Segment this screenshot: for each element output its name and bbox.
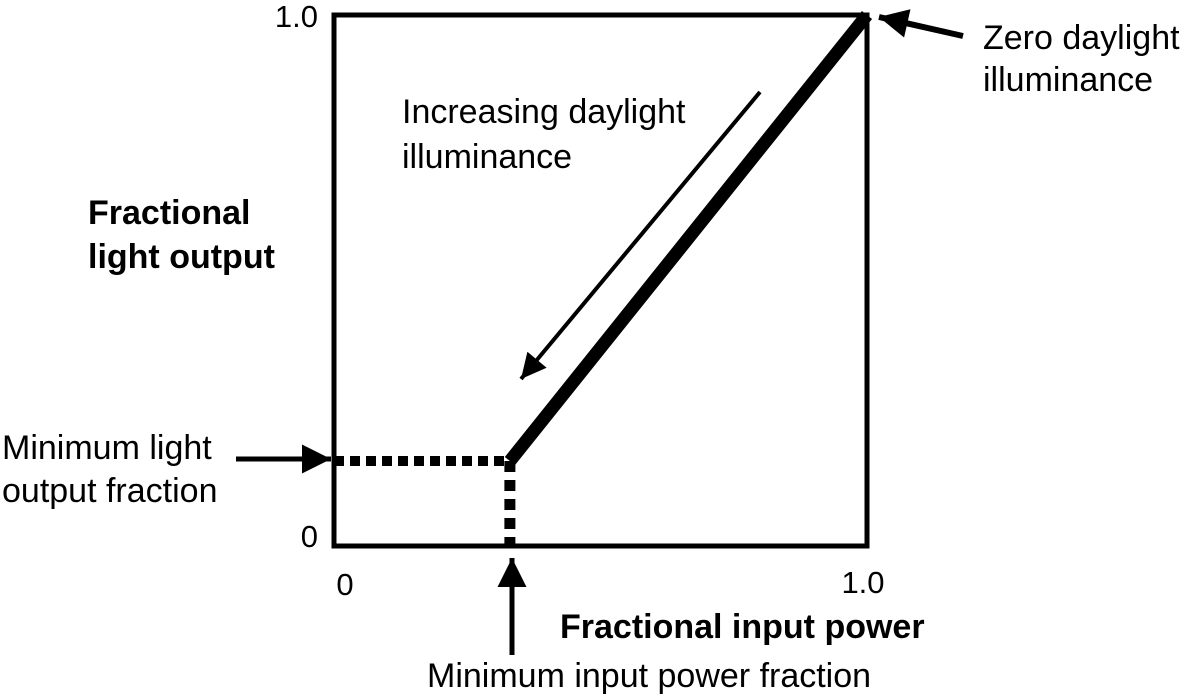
- annotation-increasing-line2: illuminance: [402, 138, 573, 176]
- plot-box: [331, 12, 870, 549]
- annotation-increasing-daylight: Increasing daylight illuminance: [402, 90, 686, 180]
- annotation-increasing-line1: Increasing daylight: [402, 93, 686, 131]
- y-axis-title: Fractional light output: [88, 191, 275, 279]
- annotation-min-light-line1: Minimum light: [2, 429, 212, 467]
- x-tick-1.0: 1.0: [841, 565, 885, 600]
- annotation-min-input-power: Minimum input power fraction: [427, 657, 872, 695]
- annotation-min-light-output: Minimum light output fraction: [2, 427, 217, 513]
- dimming-response-line: [504, 10, 873, 466]
- annotation-zero-daylight: Zero daylight illuminance: [983, 17, 1180, 101]
- x-axis-title: Fractional input power: [560, 608, 925, 646]
- y-tick-1.0: 1.0: [274, 0, 318, 34]
- annotation-zero-line2: illuminance: [983, 61, 1154, 99]
- y-axis-title-line2: light output: [88, 238, 275, 276]
- increasing-daylight-arrow-icon: [519, 90, 762, 381]
- annotation-min-light-line2: output fraction: [2, 472, 218, 510]
- annotation-zero-line1: Zero daylight: [983, 19, 1180, 57]
- y-tick-0: 0: [300, 519, 318, 554]
- x-tick-0: 0: [336, 567, 354, 602]
- y-axis-title-line1: Fractional: [88, 194, 251, 232]
- zero-daylight-arrow-icon: [878, 9, 964, 39]
